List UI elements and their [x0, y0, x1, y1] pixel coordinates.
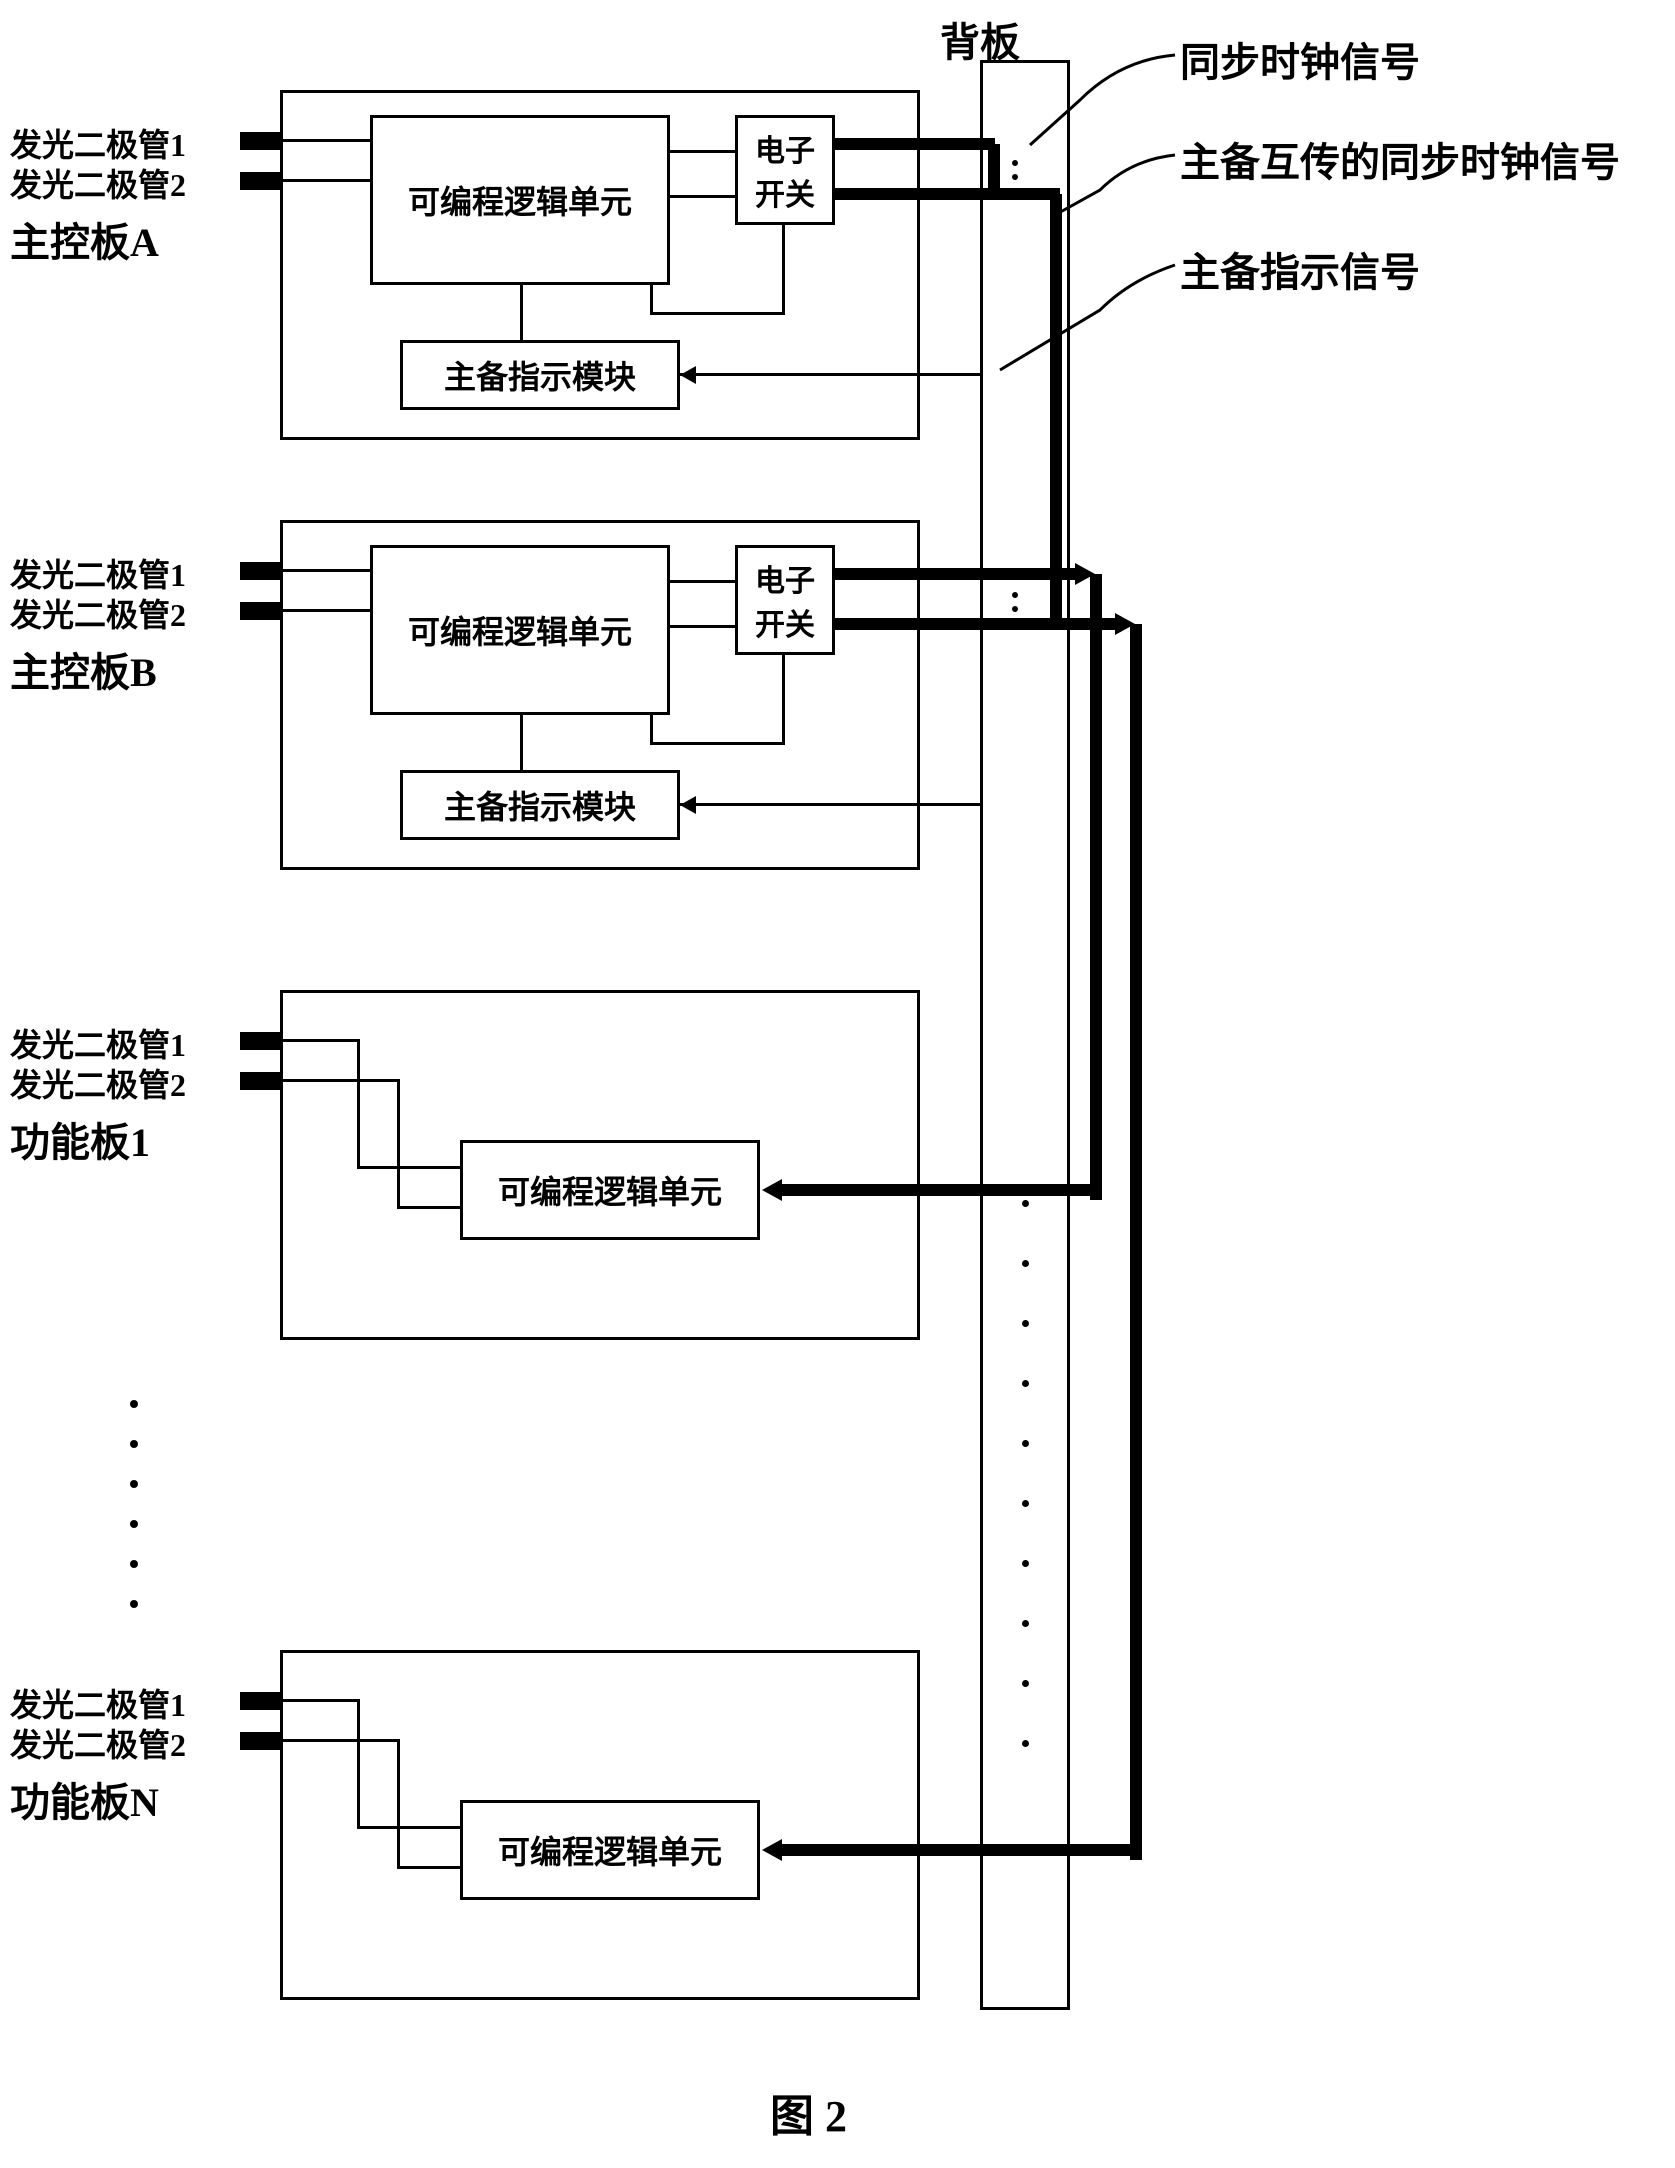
wire-b-pluR-down — [650, 715, 653, 745]
plu-fN: 可编程逻辑单元 — [460, 1800, 760, 1900]
wire-a-led2 — [283, 179, 370, 182]
led1-stub-a — [240, 132, 280, 150]
eswitch-b: 电子 开关 — [735, 545, 835, 655]
eswitch-b-l1: 电子 — [755, 556, 815, 600]
eswitch-b-l2: 开关 — [755, 600, 815, 644]
wire-a-plu-es1 — [670, 150, 735, 153]
thick-fN-arrow — [762, 1839, 782, 1861]
wire-b-es-up — [782, 655, 785, 745]
wire-a-pluR-down — [650, 285, 653, 315]
bp-ell-3 — [1022, 1320, 1029, 1327]
wire-b-led2 — [283, 609, 370, 612]
thick-a-1 — [835, 138, 995, 150]
wire-f1-to-plu1 — [357, 1166, 460, 1169]
wire-a-plu-ms-v — [520, 285, 523, 340]
board-label-ctrl-b: 主控板B — [10, 640, 157, 698]
ellipsis-1 — [130, 1400, 138, 1408]
wire-fN-to-plu1 — [357, 1826, 460, 1829]
wire-b-plu-ms-v — [520, 715, 523, 770]
wire-a-plu-es2 — [670, 195, 735, 198]
ellipsis-4 — [130, 1520, 138, 1528]
ellipsis-2 — [130, 1440, 138, 1448]
bp-ell-10 — [1022, 1740, 1029, 1747]
led2-stub-fN — [240, 1732, 280, 1750]
wire-b-pluR-h — [650, 742, 785, 745]
wire-b-plu-es1 — [670, 580, 735, 583]
wire-a-pluR-h — [650, 312, 785, 315]
led1-stub-f1 — [240, 1032, 280, 1050]
bp-ell-4 — [1022, 1380, 1029, 1387]
board-label-funcN: 功能板N — [10, 1770, 159, 1828]
thick-fN — [782, 1844, 1142, 1856]
board-label-ctrl-a: 主控板A — [10, 210, 159, 268]
mutual-v-b — [1050, 194, 1062, 624]
dot-bp-b2 — [1012, 606, 1018, 612]
msmod-a: 主备指示模块 — [400, 340, 680, 410]
led2-label-fN: 发光二极管2 — [10, 1720, 186, 1766]
wire-f1-to-plu2 — [397, 1206, 460, 1209]
plu-b: 可编程逻辑单元 — [370, 545, 670, 715]
led1-stub-fN — [240, 1692, 280, 1710]
wire-fN-led1-h — [283, 1699, 360, 1702]
wire-fN-led2-h — [283, 1739, 400, 1742]
bp-ell-7 — [1022, 1560, 1029, 1567]
wire-fN-led2-v — [397, 1739, 400, 1869]
wire-b-plu-es2 — [670, 625, 735, 628]
plu-f1: 可编程逻辑单元 — [460, 1140, 760, 1240]
led2-stub-a — [240, 172, 280, 190]
wire-f1-led2-h — [283, 1079, 400, 1082]
plu-a: 可编程逻辑单元 — [370, 115, 670, 285]
arrow-a-ms-bp — [680, 366, 696, 384]
bp-ell-9 — [1022, 1680, 1029, 1687]
bp-ell-1 — [1022, 1200, 1029, 1207]
bus-v2 — [1130, 624, 1142, 1860]
thick-f1-arrow — [762, 1179, 782, 1201]
wire-f1-led1-v — [357, 1039, 360, 1169]
figure-label: 图 2 — [770, 2080, 847, 2144]
eswitch-a: 电子 开关 — [735, 115, 835, 225]
wire-b-led1 — [283, 569, 370, 572]
wire-a-ms-bp — [680, 373, 980, 376]
board-label-func1: 功能板1 — [10, 1110, 150, 1168]
wire-a-led1 — [283, 139, 370, 142]
led2-label-b: 发光二极管2 — [10, 590, 186, 636]
bp-ell-6 — [1022, 1500, 1029, 1507]
led2-label-f1: 发光二极管2 — [10, 1060, 186, 1106]
wire-a-es-up — [782, 225, 785, 315]
led2-label-a: 发光二极管2 — [10, 160, 186, 206]
ellipsis-3 — [130, 1480, 138, 1488]
eswitch-a-l1: 电子 — [755, 126, 815, 170]
ellipsis-6 — [130, 1600, 138, 1608]
wire-fN-led1-v — [357, 1699, 360, 1829]
arrow-b-ms-bp — [680, 796, 696, 814]
wire-fN-to-plu2 — [397, 1866, 460, 1869]
led2-stub-b — [240, 602, 280, 620]
dot-bp-b1 — [1012, 592, 1018, 598]
thick-b-2 — [835, 618, 1120, 630]
dot-bp-a2 — [1012, 174, 1018, 180]
wire-f1-led1-h — [283, 1039, 360, 1042]
bp-ell-2 — [1022, 1260, 1029, 1267]
led1-stub-b — [240, 562, 280, 580]
wire-f1-led2-v — [397, 1079, 400, 1209]
dot-bp-a1 — [1012, 160, 1018, 166]
thick-b-1 — [835, 568, 1080, 580]
bus-v1 — [1090, 574, 1102, 1200]
mutual-top-h — [988, 188, 1050, 200]
bp-ell-5 — [1022, 1440, 1029, 1447]
msmod-b: 主备指示模块 — [400, 770, 680, 840]
bp-ell-8 — [1022, 1620, 1029, 1627]
eswitch-a-l2: 开关 — [755, 170, 815, 214]
led2-stub-f1 — [240, 1072, 280, 1090]
wire-b-ms-bp — [680, 803, 980, 806]
thick-f1 — [782, 1184, 1102, 1196]
ellipsis-5 — [130, 1560, 138, 1568]
